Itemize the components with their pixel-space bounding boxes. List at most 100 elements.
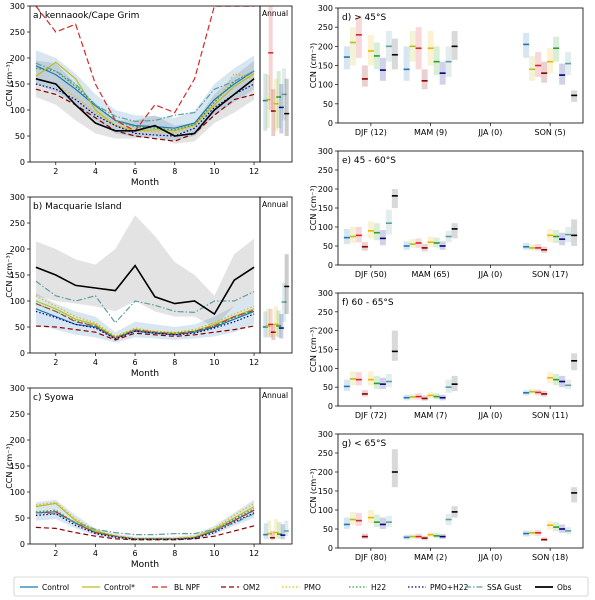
bar-mark-om2	[541, 390, 548, 397]
bar-mark-h22	[433, 237, 440, 248]
annual-range	[270, 531, 275, 540]
annual-range	[267, 520, 272, 539]
bar-mark-ssa-gust	[445, 230, 452, 243]
y-tick-label: 50	[323, 383, 333, 392]
annual-range	[284, 520, 289, 537]
bar-mark-bl-npf	[415, 393, 422, 400]
annual-frame	[259, 387, 293, 545]
bar-mark-h22	[373, 223, 380, 241]
annual-mark-h22	[276, 310, 282, 338]
bar-mark-ssa-gust	[445, 46, 452, 77]
bar-mark-control	[523, 242, 530, 250]
y-axis-label: CCN (cm⁻³)	[309, 185, 318, 231]
bar-range	[355, 372, 362, 386]
bar-mark-h22	[553, 522, 560, 532]
x-tick-label: 12	[249, 549, 259, 558]
obs-range-band	[35, 215, 255, 327]
season-label: MAM (2)	[414, 553, 447, 562]
annual-mark-pmo	[273, 306, 279, 337]
bar-range	[379, 517, 386, 529]
y-tick-label: 150	[10, 80, 25, 89]
bar-range	[343, 228, 350, 245]
y-tick-label: 300	[318, 289, 333, 298]
annual-mark-pmo-h22	[278, 314, 284, 339]
y-tick-label: 100	[318, 81, 333, 90]
bar-range	[541, 61, 548, 83]
y-tick-label: 50	[323, 242, 333, 251]
annual-mark-h22	[276, 71, 282, 129]
bar-range	[349, 27, 356, 66]
bar-mark-control	[523, 32, 530, 58]
bar-range	[553, 36, 560, 62]
annual-range	[280, 524, 285, 540]
bar-mark-control-	[349, 371, 356, 386]
legend-entry-ssa-gust: SSA Gust	[465, 583, 522, 592]
annual-frame	[259, 5, 293, 163]
annual-mark-h22	[276, 522, 282, 539]
y-tick-label: 0	[328, 261, 333, 270]
bar-mark-pmo	[367, 34, 374, 66]
bar-range	[391, 449, 398, 488]
y-tick-label: 150	[10, 462, 25, 471]
bar-mark-pmo-h22	[379, 230, 386, 246]
legend-label: SSA Gust	[487, 583, 522, 592]
panel-c: 0 50 100 150 200 250 300 2 4 6 8 10 12 Month CCN (cm⁻³…	[5, 384, 293, 570]
series-line-obs	[35, 78, 255, 137]
y-tick-label: 250	[318, 23, 333, 32]
y-tick-label: 300	[318, 430, 333, 439]
bar-mark-h22	[373, 514, 380, 528]
annual-mark-pmo	[273, 519, 279, 538]
bar-mark-control	[403, 394, 410, 401]
annual-range	[276, 71, 281, 129]
bar-mark-pmo	[427, 391, 434, 399]
panel-title: a) kennaook/Cape Grim	[33, 11, 139, 21]
legend-label: Control	[42, 583, 69, 592]
legend-label: H22	[371, 583, 386, 592]
y-tick-label: 200	[318, 42, 333, 51]
bar-mark-obs	[451, 506, 458, 518]
annual-range	[279, 314, 284, 339]
legend-entry-control-: Control*	[82, 583, 135, 592]
y-tick-label: 200	[318, 327, 333, 336]
bar-range	[373, 223, 380, 241]
bar-mark-bl-npf	[355, 15, 362, 58]
bar-range	[451, 31, 458, 60]
bar-range	[385, 209, 392, 235]
x-tick-label: 6	[133, 358, 138, 367]
bar-mark-om2	[421, 535, 428, 541]
bar-mark-h22	[373, 42, 380, 70]
legend-entry-pmo: PMO	[282, 583, 321, 592]
annual-mark-ssa-gust	[283, 520, 289, 537]
bar-mark-control	[523, 390, 530, 396]
annual-mark-om2	[270, 531, 276, 540]
annual-mark-obs	[284, 78, 290, 136]
bar-mark-obs	[451, 31, 458, 60]
bar-mark-om2	[541, 246, 548, 253]
bar-mark-control	[403, 46, 410, 81]
bar-mark-bl-npf	[535, 244, 542, 251]
x-axis-label: Month	[131, 560, 159, 570]
y-tick-label: 200	[10, 54, 25, 63]
bar-mark-pmo-h22	[559, 232, 566, 246]
x-tick-label: 10	[209, 167, 219, 176]
bar-mark-bl-npf	[535, 389, 542, 396]
panel-d: 0 50 100 150 200 250 300 DJF (12) MAM (9) JJA (0)…	[309, 4, 584, 137]
bar-mark-ssa-gust	[565, 527, 572, 535]
bar-mark-obs	[451, 223, 458, 239]
y-tick-label: 300	[318, 147, 333, 156]
bar-mark-pmo-h22	[379, 377, 386, 390]
bar-range	[403, 46, 410, 81]
season-group	[523, 487, 578, 542]
y-tick-label: 0	[20, 349, 25, 358]
legend-entry-obs: Obs	[535, 583, 572, 592]
season-group	[403, 375, 458, 401]
y-tick-label: 300	[10, 193, 25, 202]
y-tick-label: 0	[328, 402, 333, 411]
y-tick-label: 150	[10, 271, 25, 280]
bar-mark-obs	[571, 90, 578, 102]
bar-mark-pmo	[427, 31, 434, 66]
bar-mark-control-	[529, 529, 536, 536]
bar-range	[355, 513, 362, 526]
season-label: JJA (0)	[477, 553, 502, 562]
